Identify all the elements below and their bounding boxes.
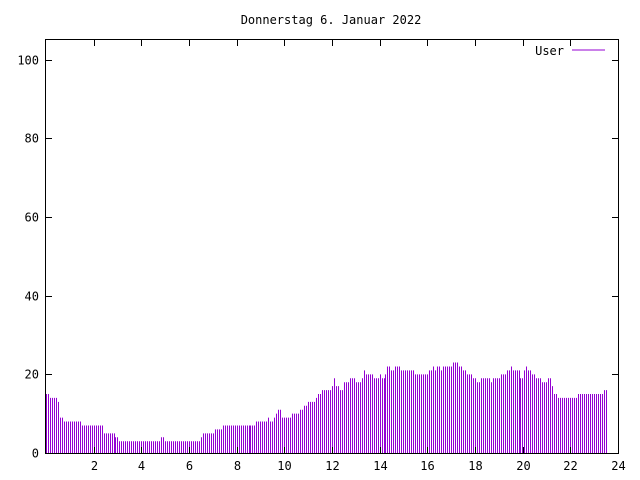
- x-tick-label: 24: [611, 459, 625, 473]
- x-tick-label: 22: [563, 459, 577, 473]
- x-tick-label: 12: [325, 459, 339, 473]
- x-tick-label: 20: [516, 459, 530, 473]
- x-tick-label: 16: [420, 459, 434, 473]
- x-tick-label: 2: [91, 459, 98, 473]
- x-tick-label: 18: [468, 459, 482, 473]
- y-tick-label: 0: [32, 447, 39, 461]
- y-tick-label: 40: [25, 290, 39, 304]
- y-tick-label: 80: [25, 132, 39, 146]
- series-user-bars: [46, 362, 607, 453]
- x-tick-label: 14: [373, 459, 387, 473]
- x-tick-label: 10: [277, 459, 291, 473]
- y-axis: 0 20 40 60 80 100: [17, 54, 618, 461]
- chart-title: Donnerstag 6. Januar 2022: [241, 13, 422, 27]
- y-tick-label: 20: [25, 368, 39, 382]
- x-axis: 2 4 6 8 10 12 14 16 18 20 22 24: [91, 40, 626, 473]
- x-tick-label: 8: [234, 459, 241, 473]
- x-tick-label: 4: [138, 459, 145, 473]
- plot-frame: [45, 39, 619, 454]
- x-tick-label: 6: [186, 459, 193, 473]
- y-tick-label: 100: [17, 54, 39, 68]
- legend-label-user: User: [535, 44, 564, 58]
- legend: User: [535, 44, 605, 58]
- y-tick-label: 60: [25, 211, 39, 225]
